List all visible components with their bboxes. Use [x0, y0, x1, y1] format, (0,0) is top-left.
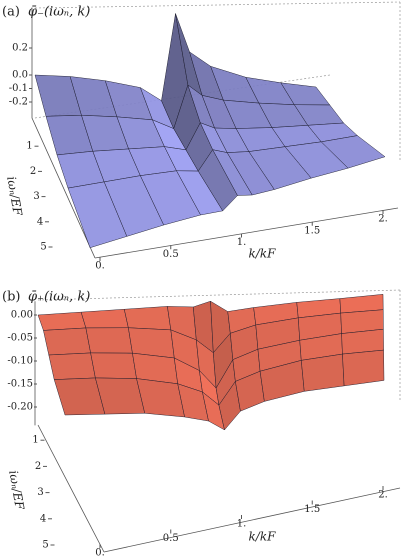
- y-tick-label: 4: [37, 216, 43, 227]
- y-axis-label: iωₙ/EF: [6, 469, 27, 511]
- surface-patch: [341, 328, 384, 355]
- y-tick-label: 1: [26, 141, 32, 152]
- x-tick-label: 1.: [237, 237, 247, 248]
- z-tick-label: -0.2: [9, 97, 28, 108]
- z-tick-label: 0.00: [11, 310, 33, 321]
- panel-title: φ̄₋(iωₙ, k): [28, 5, 90, 20]
- y-tick-label: 2: [30, 166, 36, 177]
- surface-patch: [48, 352, 96, 380]
- x-tick-label: 0.: [95, 261, 105, 272]
- z-tick-label: -0.05: [7, 333, 33, 344]
- panel-label: (b): [2, 290, 20, 305]
- panel-title: φ̄₊(iωₙ, k): [28, 290, 90, 305]
- z-tick-label: -0.20: [7, 402, 33, 413]
- z-tick-label: -0.10: [7, 356, 33, 367]
- x-tick-label: 0.5: [163, 533, 179, 544]
- surface-patch: [342, 349, 385, 387]
- surface-patch: [80, 309, 129, 329]
- surface-patch: [90, 352, 137, 379]
- x-axis-label: k/kF: [249, 247, 277, 261]
- y-tick-label: 3: [37, 487, 43, 498]
- y-tick-label: 3: [33, 191, 39, 202]
- surface-patch: [301, 353, 345, 392]
- surface-patch: [321, 135, 386, 169]
- y-tick-label: 1: [32, 435, 38, 446]
- x-tick-label: 1.: [237, 519, 247, 530]
- x-tick-label: 1.5: [304, 504, 320, 515]
- x-tick-label: 2.: [378, 214, 388, 225]
- z-tick-label: 0.0: [12, 70, 28, 81]
- x-tick-label: 2.: [378, 490, 388, 501]
- surface-patch: [37, 311, 87, 331]
- axis-line: [31, 117, 96, 259]
- y-tick-label: 5: [42, 540, 48, 551]
- z-tick-label: -0.1: [9, 83, 28, 94]
- surface-patch: [43, 327, 91, 356]
- y-tick-label: 5: [40, 242, 46, 253]
- x-tick-label: 0.: [95, 548, 105, 556]
- axis-line: [103, 487, 401, 553]
- box-edge: [34, 1, 401, 9]
- axis-line: [94, 207, 399, 259]
- x-tick-label: 1.5: [304, 225, 320, 236]
- axis-line: [37, 424, 105, 553]
- box-edge: [37, 289, 401, 301]
- z-tick-label: -0.15: [7, 379, 33, 390]
- surface-patch: [124, 306, 172, 331]
- y-axis-label: iωₙ/EF: [4, 175, 25, 217]
- x-tick-label: 0.5: [163, 249, 179, 260]
- y-tick-label: 2: [35, 461, 41, 472]
- y-tick-label: 4: [40, 513, 46, 524]
- surface-patch: [85, 327, 133, 354]
- z-tick-label: 0.2: [12, 43, 28, 54]
- x-axis-label: k/kF: [249, 530, 277, 544]
- panel-label: (a): [2, 5, 20, 20]
